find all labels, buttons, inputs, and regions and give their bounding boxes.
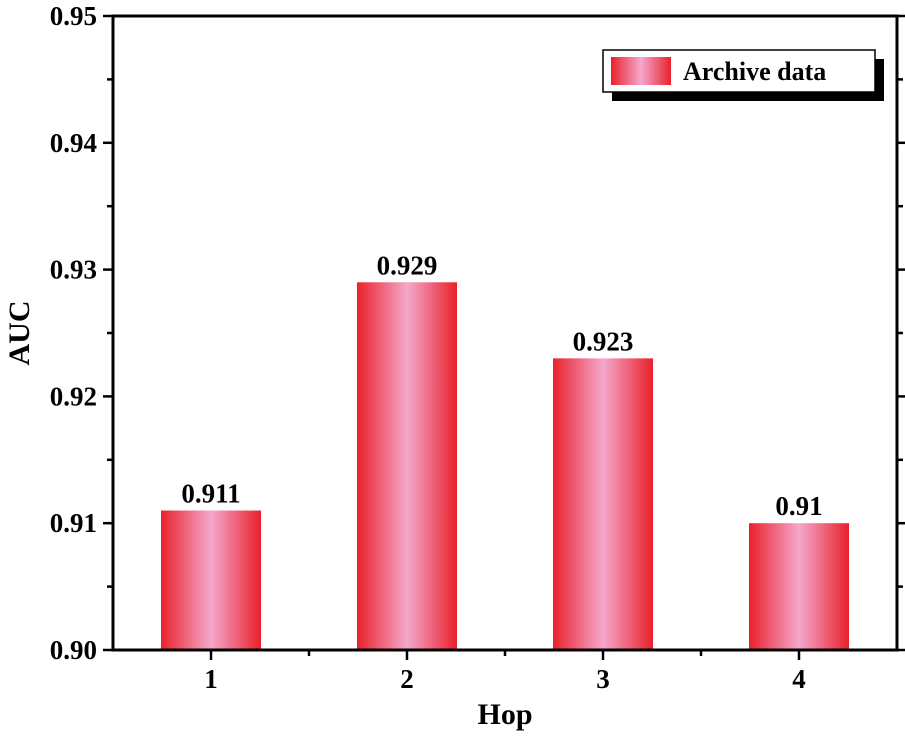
data-label-hop-3: 0.923 [573,326,634,356]
legend-label: Archive data [683,57,826,86]
x-tick-label-3: 3 [596,664,610,694]
x-tick-label-1: 1 [204,664,218,694]
legend: Archive data [602,49,884,101]
y-tick-label: 0.92 [50,381,97,411]
x-tick-label-2: 2 [400,664,414,694]
bar-hop-1 [161,510,261,650]
bars-layer [161,282,849,650]
y-tick-label: 0.90 [50,635,97,665]
data-label-hop-2: 0.929 [377,250,438,280]
data-label-hop-1: 0.911 [181,479,240,509]
x-tick-label-4: 4 [792,664,806,694]
data-labels-layer: 0.911 0.929 0.923 0.91 [181,250,822,521]
legend-swatch [611,57,671,85]
data-label-hop-4: 0.91 [775,491,822,521]
bar-hop-4 [749,523,849,650]
y-axis-ticks: 0.90 0.91 0.92 0.93 0.94 0.95 [50,1,905,665]
y-tick-label: 0.95 [50,1,97,31]
x-axis-ticks: 1 2 3 4 [204,650,806,694]
y-tick-label: 0.93 [50,255,97,285]
bar-hop-3 [553,358,653,650]
y-tick-label: 0.91 [50,508,97,538]
y-tick-label: 0.94 [50,128,97,158]
bar-hop-2 [357,282,457,650]
x-axis-title: Hop [477,698,532,731]
y-axis-title: AUC [3,301,36,366]
